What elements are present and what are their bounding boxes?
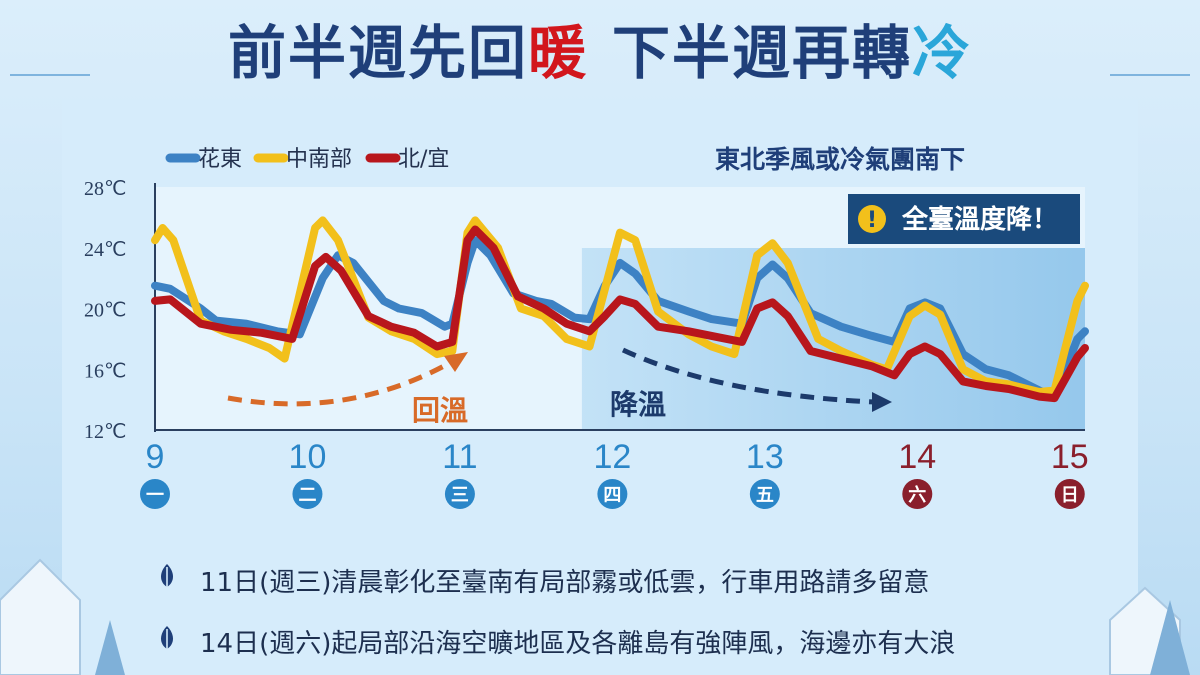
weekday-label: 三 bbox=[451, 485, 469, 506]
y-tick-label: 12℃ bbox=[84, 421, 126, 443]
house-icon bbox=[0, 558, 81, 675]
y-tick-label: 16℃ bbox=[84, 360, 126, 382]
cooling-arrow bbox=[621, 347, 876, 405]
weekday-badge bbox=[292, 479, 323, 509]
warming-arrowhead bbox=[444, 352, 468, 372]
warning-icon bbox=[858, 205, 886, 233]
cooling-label: 降溫 bbox=[610, 388, 666, 421]
x-tick-day: 9 bbox=[146, 438, 165, 476]
x-tick-day: 12 bbox=[593, 438, 631, 476]
warning-text: 全臺溫度降！ bbox=[901, 204, 1058, 235]
note-text-1: 11日(週三)清晨彰化至臺南有局部霧或低雲，行車用路請多留意 bbox=[200, 568, 930, 598]
chart-subtitle: 東北季風或冷氣團南下 bbox=[715, 145, 965, 174]
tree-icon bbox=[1150, 600, 1190, 675]
title-decoration-left bbox=[10, 74, 90, 76]
x-tick-day: 15 bbox=[1051, 438, 1089, 476]
x-tick-day: 11 bbox=[442, 438, 477, 476]
x-tick-day: 13 bbox=[746, 438, 784, 476]
legend-label: 花東 bbox=[198, 147, 242, 172]
weekday-badge bbox=[444, 479, 475, 509]
series-line-north_yilan bbox=[151, 225, 1089, 403]
weekday-badge bbox=[749, 479, 780, 509]
legend-label: 中南部 bbox=[286, 147, 352, 172]
weekday-badge bbox=[140, 479, 170, 509]
weekday-label: 六 bbox=[908, 484, 926, 506]
weekday-badge bbox=[1054, 479, 1085, 509]
x-tick-day: 10 bbox=[289, 438, 327, 476]
warming-arrow bbox=[227, 357, 457, 407]
x-tick-day: 14 bbox=[898, 438, 936, 476]
weekday-label: 二 bbox=[298, 485, 316, 506]
tree-icon bbox=[95, 620, 125, 675]
warning-icon-mark: ! bbox=[867, 208, 877, 233]
title-part2: 下半週再轉 bbox=[612, 19, 913, 87]
warning-box bbox=[848, 194, 1080, 244]
weekday-label: 四 bbox=[603, 485, 621, 506]
y-tick-label: 20℃ bbox=[84, 300, 126, 322]
y-tick-label: 24℃ bbox=[84, 239, 126, 261]
y-tick-label: 28℃ bbox=[84, 178, 126, 200]
title-cold-word: 冷 bbox=[912, 19, 973, 87]
weekday-badge bbox=[902, 479, 933, 509]
title-decoration-right bbox=[1110, 74, 1190, 76]
weekday-label: 五 bbox=[756, 485, 774, 506]
leaf-icon bbox=[161, 626, 173, 652]
legend-label: 北/宜 bbox=[398, 147, 449, 172]
cooling-arrowhead bbox=[872, 392, 892, 412]
title-warm-word: 暖 bbox=[527, 19, 588, 87]
weekday-label: 一 bbox=[146, 485, 164, 506]
leaf-icon bbox=[161, 564, 173, 590]
note-text-2: 14日(週六)起局部沿海空曠地區及各離島有強陣風，海邊亦有大浪 bbox=[200, 629, 956, 659]
title-part1: 前半週先回 bbox=[227, 19, 528, 87]
weekday-label: 日 bbox=[1061, 485, 1079, 506]
page-title: 前半週先回暖 下半週再轉冷 bbox=[0, 6, 1200, 90]
weekday-badge bbox=[597, 479, 628, 509]
series-line-central_south bbox=[151, 216, 1089, 396]
warming-label: 回溫 bbox=[412, 394, 468, 427]
